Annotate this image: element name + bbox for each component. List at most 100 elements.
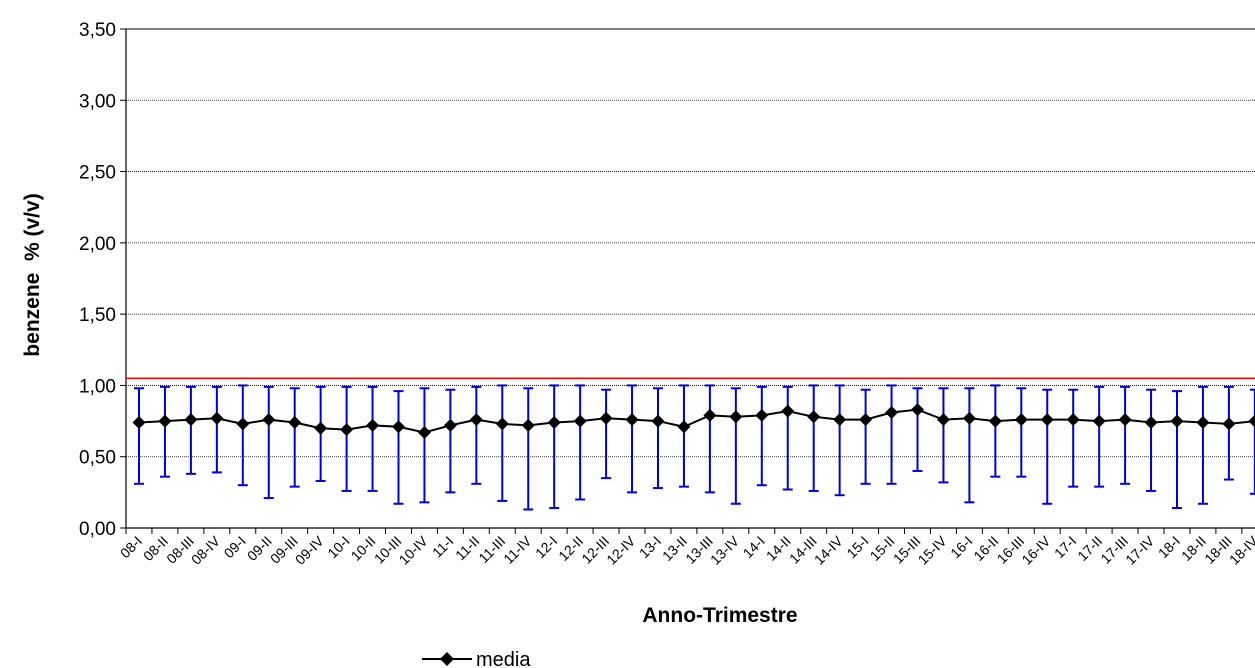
data-point — [521, 418, 535, 432]
data-point — [132, 415, 146, 429]
y-tick-label: 2,00 — [79, 234, 116, 255]
error-bar — [549, 384, 560, 510]
x-tick-label: 14-I — [740, 533, 768, 561]
error-bar — [575, 384, 586, 501]
error-bar — [1146, 388, 1157, 492]
error-bar — [990, 384, 1001, 478]
data-point — [392, 420, 405, 434]
error-bar — [912, 387, 923, 472]
x-tick-label: 13-IV — [707, 532, 742, 567]
x-tick-label: 16-IV — [1018, 532, 1053, 567]
error-bar — [601, 388, 612, 480]
error-bar — [289, 387, 300, 488]
data-point — [936, 413, 950, 427]
legend-label-media: media — [476, 649, 531, 668]
error-bar — [808, 384, 819, 492]
y-ticks: 0,00 0,50 1,00 1,50 2,00 2,50 3,00 3,50 — [79, 20, 126, 540]
y-tick-label: 1,50 — [79, 305, 116, 326]
x-ticks: 08-I08-II08-III08-IV09-I09-II09-III09-IV… — [117, 528, 1255, 568]
x-tick-label: 18-I — [1155, 533, 1183, 561]
data-point — [1092, 414, 1106, 428]
data-point — [1196, 415, 1210, 429]
data-point — [807, 410, 821, 424]
error-bar — [211, 385, 222, 474]
data-point — [495, 417, 509, 431]
data-point — [262, 413, 276, 427]
error-bar — [1094, 385, 1105, 488]
error-bar — [1223, 385, 1234, 481]
error-bar — [1172, 390, 1182, 510]
x-tick-label: 09-IV — [292, 532, 327, 567]
data-point — [885, 406, 899, 420]
data-point — [781, 404, 795, 418]
data-point — [625, 413, 639, 427]
x-tick-label: 11-III — [475, 533, 508, 566]
x-tick-label: 12-IV — [603, 532, 638, 567]
error-bar — [782, 385, 793, 491]
x-tick-label: 10-I — [324, 533, 352, 561]
error-bar — [653, 387, 663, 490]
error-bar — [185, 385, 196, 475]
error-bar — [367, 385, 378, 492]
data-point — [599, 411, 613, 425]
error-bar — [704, 384, 715, 494]
data-point — [1066, 413, 1080, 427]
x-tick-label: 15-I — [843, 533, 871, 561]
error-bar — [1042, 388, 1053, 505]
x-tick-label: 12-I — [532, 533, 560, 561]
data-point — [729, 410, 743, 424]
data-point — [340, 423, 354, 437]
error-bar — [756, 385, 767, 487]
data-point — [469, 413, 483, 427]
legend: media — [422, 649, 531, 668]
data-point — [443, 418, 457, 432]
x-tick-label: 15-IV — [915, 532, 950, 567]
error-bar — [1249, 388, 1255, 495]
y-tick-label: 0,50 — [79, 448, 116, 469]
error-bar — [341, 385, 352, 492]
data-point — [366, 418, 380, 432]
x-tick-label: 11-IV — [500, 532, 535, 567]
data-point — [158, 414, 172, 428]
y-tick-label: 0,00 — [79, 519, 116, 540]
data-point — [1014, 413, 1028, 427]
series-markers — [132, 403, 1255, 439]
y-tick-label: 3,00 — [79, 91, 116, 112]
x-tick-label: 10-IV — [396, 532, 431, 567]
error-bar — [964, 387, 975, 504]
error-bar — [678, 384, 689, 488]
error-bar — [134, 387, 144, 485]
error-bar — [497, 384, 508, 502]
error-bar — [393, 390, 404, 505]
x-tick-label: 11-I — [429, 533, 457, 561]
data-point — [314, 421, 328, 435]
x-tick-label: 14-IV — [811, 532, 846, 567]
error-bar — [1120, 385, 1131, 485]
data-point — [1040, 413, 1054, 427]
y-axis-title: benzene % (v/v) — [21, 193, 44, 356]
error-bar — [523, 387, 534, 511]
data-point — [1144, 415, 1158, 429]
x-tick-label: 17-IV — [1122, 532, 1157, 567]
legend-diamond-icon — [440, 652, 454, 666]
error-bar — [938, 387, 949, 484]
error-bar — [627, 384, 638, 494]
data-point — [417, 425, 431, 439]
error-bars — [134, 384, 1255, 511]
error-bar — [159, 385, 170, 478]
data-point — [988, 414, 1002, 428]
data-point — [1118, 413, 1132, 427]
error-bar — [237, 384, 248, 487]
data-point — [677, 420, 691, 434]
y-tick-label: 2,50 — [79, 163, 116, 184]
data-point — [236, 417, 250, 431]
gridlines — [126, 28, 1255, 458]
x-tick-label: 18-IV — [1226, 532, 1255, 567]
data-point — [755, 408, 769, 422]
x-tick-label: 08-IV — [188, 532, 223, 567]
data-point — [703, 408, 717, 422]
error-bar — [445, 388, 456, 494]
data-point — [288, 415, 302, 429]
data-point — [210, 411, 224, 425]
data-point — [833, 413, 847, 427]
